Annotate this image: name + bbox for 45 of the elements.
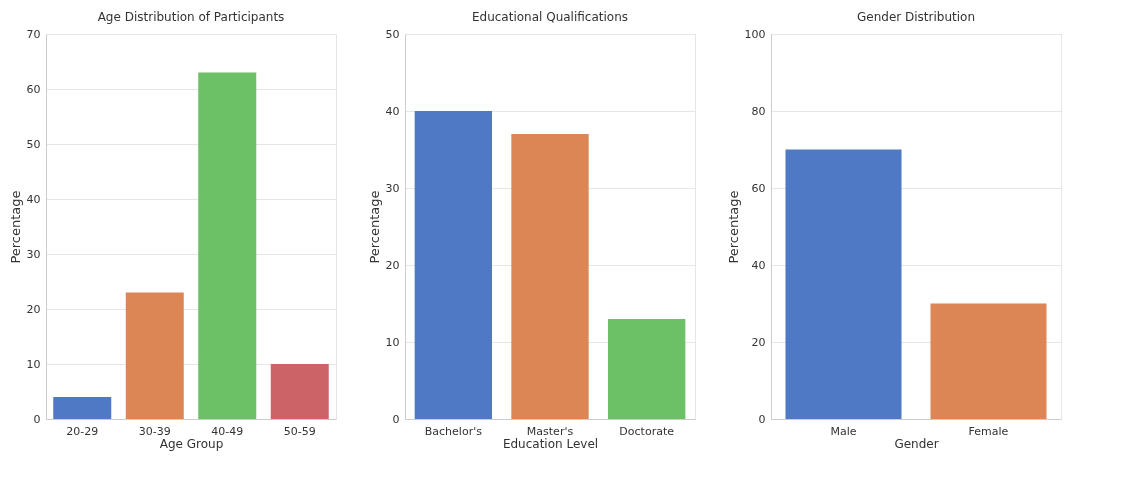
y-tick-label: 10 <box>385 335 400 349</box>
y-tick-label: 60 <box>26 82 41 96</box>
x-tick-label: 20-29 <box>66 424 99 438</box>
y-tick-label: 20 <box>385 258 400 272</box>
x-axis-title: Education Level <box>502 436 599 451</box>
x-axis-title: Gender <box>894 436 939 451</box>
y-tick-label: 40 <box>751 258 766 272</box>
x-tick-label: Master's <box>526 424 574 438</box>
chart-title: Age Distribution of Participants <box>97 10 285 24</box>
bar <box>511 134 589 419</box>
y-axis-title: Percentage <box>366 190 382 264</box>
bar <box>125 292 184 419</box>
y-tick-label: 100 <box>744 27 766 41</box>
x-tick-label: 40-49 <box>211 424 244 438</box>
y-tick-label: 70 <box>26 27 41 41</box>
bar <box>608 318 686 419</box>
y-tick-label: 40 <box>385 104 400 118</box>
y-axis-title: Percentage <box>7 190 23 264</box>
y-tick-label: 50 <box>385 27 400 41</box>
bar <box>53 397 112 419</box>
x-tick-label: Doctorate <box>619 424 675 438</box>
bar <box>198 72 257 419</box>
y-tick-label: 40 <box>26 192 41 206</box>
x-tick-label: Female <box>968 424 1009 438</box>
y-tick-label: 0 <box>392 412 400 426</box>
y-tick-label: 30 <box>385 181 400 195</box>
chart-title: Educational Qualifications <box>471 10 629 24</box>
bar <box>414 111 492 419</box>
y-tick-label: 80 <box>751 104 766 118</box>
x-tick-label: Bachelor's <box>424 424 483 438</box>
y-tick-label: 0 <box>33 412 41 426</box>
y-tick-label: 0 <box>758 412 766 426</box>
y-axis-title: Percentage <box>725 190 741 264</box>
x-tick-label: 50-59 <box>283 424 316 438</box>
y-tick-label: 60 <box>751 181 766 195</box>
y-tick-label: 20 <box>26 302 41 316</box>
y-tick-label: 20 <box>751 335 766 349</box>
y-tick-label: 10 <box>26 357 41 371</box>
bar <box>270 364 329 419</box>
x-tick-label: Male <box>830 424 857 438</box>
x-tick-label: 30-39 <box>138 424 171 438</box>
y-tick-label: 30 <box>26 247 41 261</box>
y-tick-label: 50 <box>26 137 41 151</box>
x-axis-title: Age Group <box>159 436 224 451</box>
chart-title: Gender Distribution <box>856 10 976 24</box>
